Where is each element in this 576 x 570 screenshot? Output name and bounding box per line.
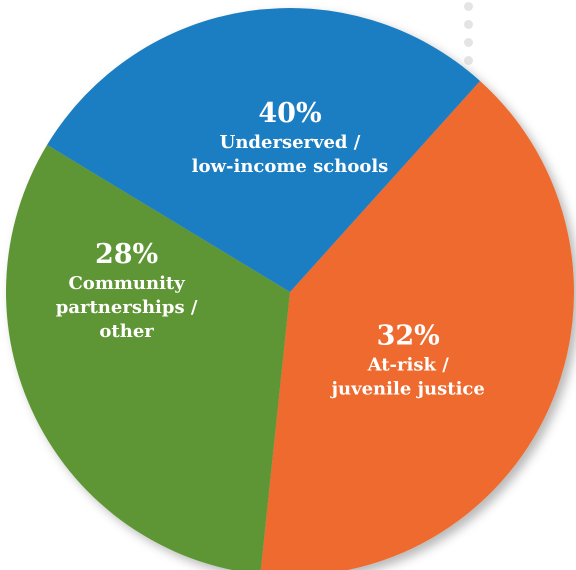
decorative-dot — [464, 2, 473, 11]
decorative-dot — [464, 20, 473, 29]
slice-category-label: Underserved / — [220, 132, 361, 153]
slice-percent-label: 40% — [258, 98, 321, 129]
pie-slice — [47, 8, 481, 293]
pie-slice — [6, 144, 290, 570]
slice-category-label: Community — [68, 273, 185, 294]
slice-category-label: other — [99, 321, 154, 342]
pie-slice — [260, 80, 574, 570]
slice-category-label: At-risk / — [367, 354, 450, 375]
slice-percent-label: 32% — [377, 320, 440, 351]
pie-slices — [6, 8, 574, 570]
decorative-dot — [464, 56, 473, 65]
slice-percent-label: 28% — [95, 239, 158, 270]
slice-category-label: juvenile justice — [330, 378, 485, 399]
slice-category-label: low-income schools — [192, 156, 389, 177]
decorative-dot — [464, 38, 473, 47]
slice-category-label: partnerships / — [56, 297, 198, 318]
